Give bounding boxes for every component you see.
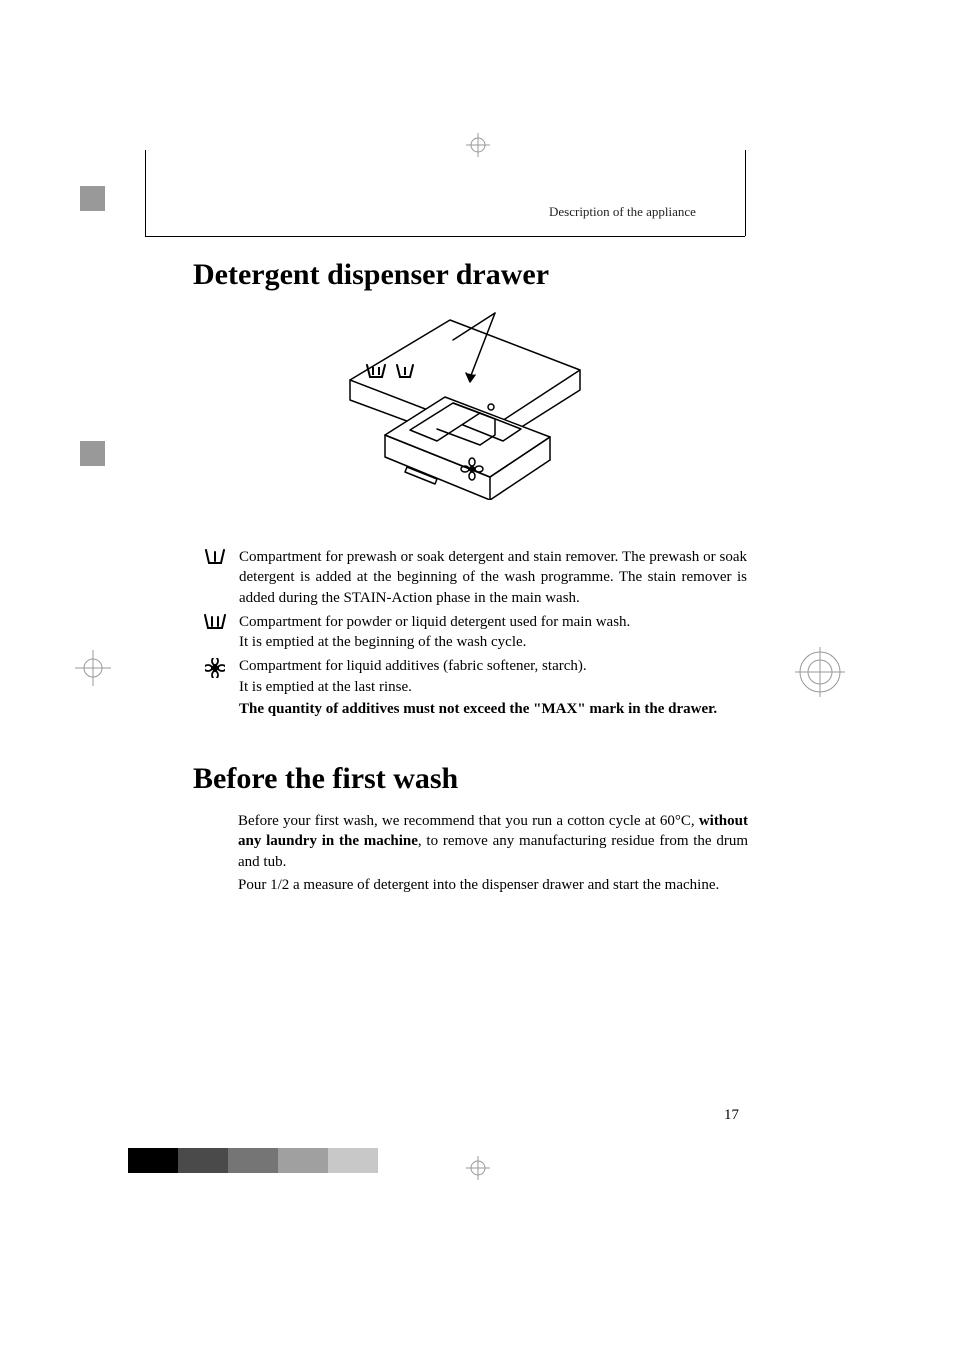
- calibration-bar: [128, 1148, 378, 1173]
- flower-icon: [195, 656, 235, 678]
- mainwash-icon: [195, 612, 235, 630]
- margin-marker-top: [80, 186, 105, 211]
- crop-mark-bottom: [466, 1156, 490, 1180]
- before-wash-para2: Pour 1/2 a measure of detergent into the…: [238, 875, 748, 895]
- cal-square-6: [278, 1148, 303, 1173]
- cal-square-8: [328, 1148, 353, 1173]
- compartment-list: Compartment for prewash or soak detergen…: [195, 547, 747, 723]
- before-wash-body: Before your first wash, we recommend tha…: [238, 811, 748, 898]
- running-header: Description of the appliance: [549, 204, 696, 220]
- compartment-mainwash-text: Compartment for powder or liquid deterge…: [235, 612, 747, 653]
- cal-square-7: [303, 1148, 328, 1173]
- margin-marker-mid: [80, 441, 105, 466]
- before-wash-para1: Before your first wash, we recommend tha…: [238, 811, 748, 872]
- compartment-prewash: Compartment for prewash or soak detergen…: [195, 547, 747, 608]
- prewash-icon: [195, 547, 235, 565]
- cal-square-3: [203, 1148, 228, 1173]
- section-heading-first-wash: Before the first wash: [193, 762, 458, 796]
- additive-warning: The quantity of additives must not excee…: [239, 699, 747, 719]
- crop-mark-left: [75, 650, 111, 686]
- compartment-mainwash: Compartment for powder or liquid deterge…: [195, 612, 747, 653]
- section-heading-drawer: Detergent dispenser drawer: [193, 258, 549, 292]
- drawer-diagram: [335, 305, 595, 500]
- cal-square-4: [228, 1148, 253, 1173]
- cal-square-1: [153, 1148, 178, 1173]
- cal-square-2: [178, 1148, 203, 1173]
- crop-mark-top: [466, 133, 490, 157]
- cal-square-0: [128, 1148, 153, 1173]
- compartment-prewash-text: Compartment for prewash or soak detergen…: [235, 547, 747, 608]
- crop-mark-right: [795, 647, 845, 697]
- page-border-left: [145, 150, 146, 236]
- cal-square-9: [353, 1148, 378, 1173]
- page-border-top: [145, 236, 745, 237]
- compartment-softener-text: Compartment for liquid additives (fabric…: [235, 656, 747, 719]
- page-border-right: [745, 150, 746, 236]
- page-number: 17: [724, 1107, 739, 1124]
- compartment-softener: Compartment for liquid additives (fabric…: [195, 656, 747, 719]
- cal-square-5: [253, 1148, 278, 1173]
